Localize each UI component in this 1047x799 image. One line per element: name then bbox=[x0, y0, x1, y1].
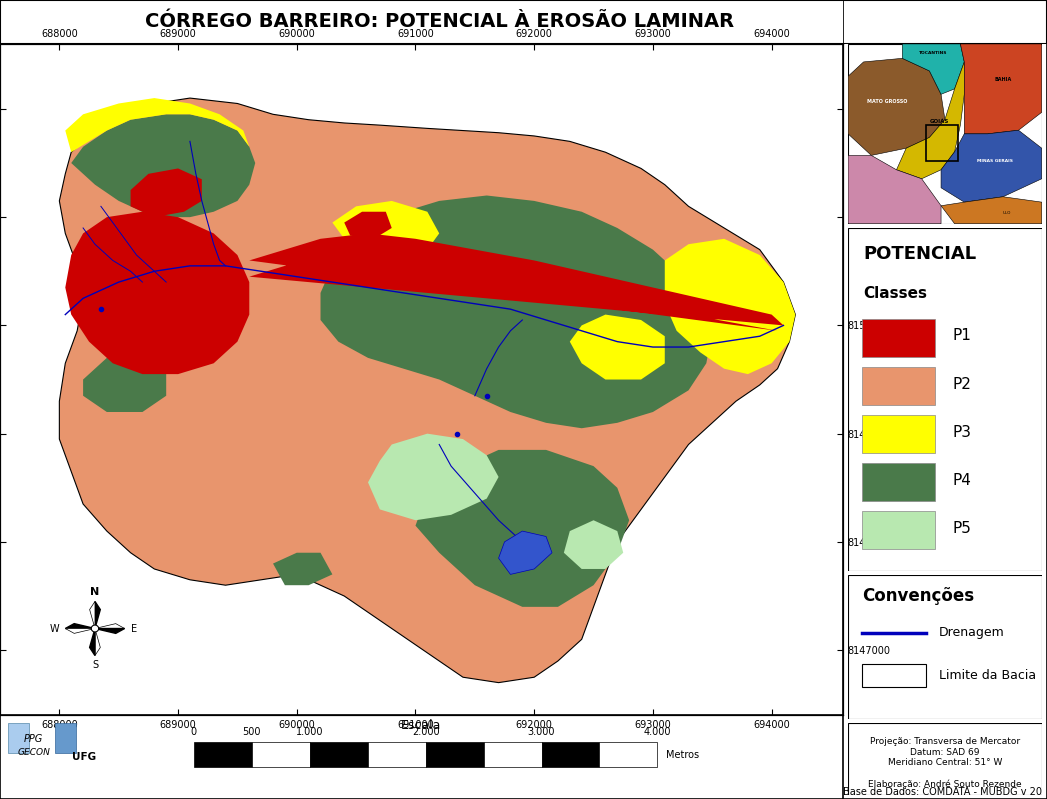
Text: Metros: Metros bbox=[666, 749, 699, 760]
Text: Convenções: Convenções bbox=[862, 586, 974, 605]
Polygon shape bbox=[95, 602, 101, 629]
Polygon shape bbox=[344, 212, 392, 239]
Text: Drenagem: Drenagem bbox=[939, 626, 1005, 639]
Polygon shape bbox=[60, 98, 796, 682]
Text: Classes: Classes bbox=[864, 286, 928, 301]
Polygon shape bbox=[95, 629, 101, 655]
Polygon shape bbox=[249, 233, 783, 331]
Polygon shape bbox=[941, 197, 1042, 224]
Polygon shape bbox=[71, 114, 255, 217]
Text: MATO GROSSO: MATO GROSSO bbox=[867, 99, 907, 104]
Text: S: S bbox=[92, 660, 98, 670]
Text: W: W bbox=[49, 623, 60, 634]
Text: UFG: UFG bbox=[72, 752, 96, 762]
Bar bbox=[426, 742, 484, 767]
Polygon shape bbox=[65, 212, 249, 374]
Polygon shape bbox=[131, 169, 202, 217]
Polygon shape bbox=[848, 156, 941, 224]
Text: 500: 500 bbox=[243, 727, 261, 737]
Polygon shape bbox=[416, 450, 629, 607]
Polygon shape bbox=[65, 629, 95, 634]
Bar bbox=[310, 742, 367, 767]
Polygon shape bbox=[498, 531, 552, 574]
Bar bbox=[862, 665, 926, 687]
Text: 2.000: 2.000 bbox=[411, 727, 440, 737]
Text: P2: P2 bbox=[953, 376, 972, 392]
Bar bbox=[926, 125, 958, 161]
Polygon shape bbox=[95, 624, 125, 629]
Text: PPG: PPG bbox=[24, 733, 43, 744]
Polygon shape bbox=[960, 44, 1042, 133]
Text: Limite da Bacia: Limite da Bacia bbox=[939, 670, 1037, 682]
Polygon shape bbox=[665, 239, 796, 374]
Text: CÓRREGO BARREIRO: POTENCIAL À EROSÃO LAMINAR: CÓRREGO BARREIRO: POTENCIAL À EROSÃO LAM… bbox=[146, 13, 734, 31]
Text: TOCANTINS: TOCANTINS bbox=[919, 51, 948, 55]
Text: E: E bbox=[131, 623, 137, 634]
Polygon shape bbox=[95, 629, 125, 634]
Text: Elaboração: André Souto Rezende: Elaboração: André Souto Rezende bbox=[868, 779, 1022, 789]
Polygon shape bbox=[71, 276, 118, 309]
Bar bbox=[54, 724, 75, 753]
Text: N: N bbox=[90, 587, 99, 598]
Bar bbox=[541, 742, 600, 767]
Polygon shape bbox=[848, 58, 944, 156]
Polygon shape bbox=[273, 553, 332, 585]
Polygon shape bbox=[896, 62, 964, 179]
Text: P1: P1 bbox=[953, 328, 972, 344]
Bar bbox=[862, 319, 935, 356]
Text: BAHIA: BAHIA bbox=[995, 78, 1011, 82]
Circle shape bbox=[91, 626, 98, 632]
Text: Projeção: Transversa de Mercator
Datum: SAD 69
Meridiano Central: 51° W: Projeção: Transversa de Mercator Datum: … bbox=[870, 737, 1020, 767]
Bar bbox=[8, 724, 29, 753]
Polygon shape bbox=[570, 315, 665, 380]
Text: 4.000: 4.000 bbox=[644, 727, 671, 737]
Text: 1.000: 1.000 bbox=[296, 727, 324, 737]
Text: P3: P3 bbox=[953, 424, 972, 439]
Text: GOIÁS: GOIÁS bbox=[930, 119, 949, 124]
Bar bbox=[862, 367, 935, 404]
Polygon shape bbox=[941, 130, 1042, 202]
Text: 3.000: 3.000 bbox=[528, 727, 555, 737]
Text: P5: P5 bbox=[953, 521, 972, 536]
Polygon shape bbox=[65, 98, 249, 152]
Text: Base de Dados: COMDATA - MUBDG v 20: Base de Dados: COMDATA - MUBDG v 20 bbox=[843, 786, 1042, 797]
Text: Escala: Escala bbox=[401, 719, 442, 733]
Text: P4: P4 bbox=[953, 473, 972, 487]
Bar bbox=[862, 511, 935, 549]
Bar bbox=[194, 742, 251, 767]
Text: MINAS GERAIS: MINAS GERAIS bbox=[977, 159, 1013, 163]
Polygon shape bbox=[367, 434, 498, 520]
Polygon shape bbox=[83, 352, 166, 412]
Polygon shape bbox=[564, 520, 623, 569]
Text: 0: 0 bbox=[191, 727, 197, 737]
Polygon shape bbox=[65, 624, 95, 629]
Polygon shape bbox=[332, 201, 440, 255]
Text: POTENCIAL: POTENCIAL bbox=[864, 245, 977, 263]
Polygon shape bbox=[903, 44, 964, 94]
Bar bbox=[484, 742, 541, 767]
Text: ULO: ULO bbox=[1003, 211, 1011, 215]
Polygon shape bbox=[511, 260, 558, 293]
Polygon shape bbox=[90, 602, 95, 629]
Polygon shape bbox=[320, 196, 712, 428]
Bar bbox=[862, 415, 935, 453]
Bar bbox=[862, 463, 935, 501]
Bar bbox=[367, 742, 426, 767]
Polygon shape bbox=[90, 629, 95, 655]
Bar bbox=[600, 742, 658, 767]
Circle shape bbox=[92, 626, 97, 630]
Text: GECON: GECON bbox=[18, 749, 50, 757]
Bar bbox=[251, 742, 310, 767]
